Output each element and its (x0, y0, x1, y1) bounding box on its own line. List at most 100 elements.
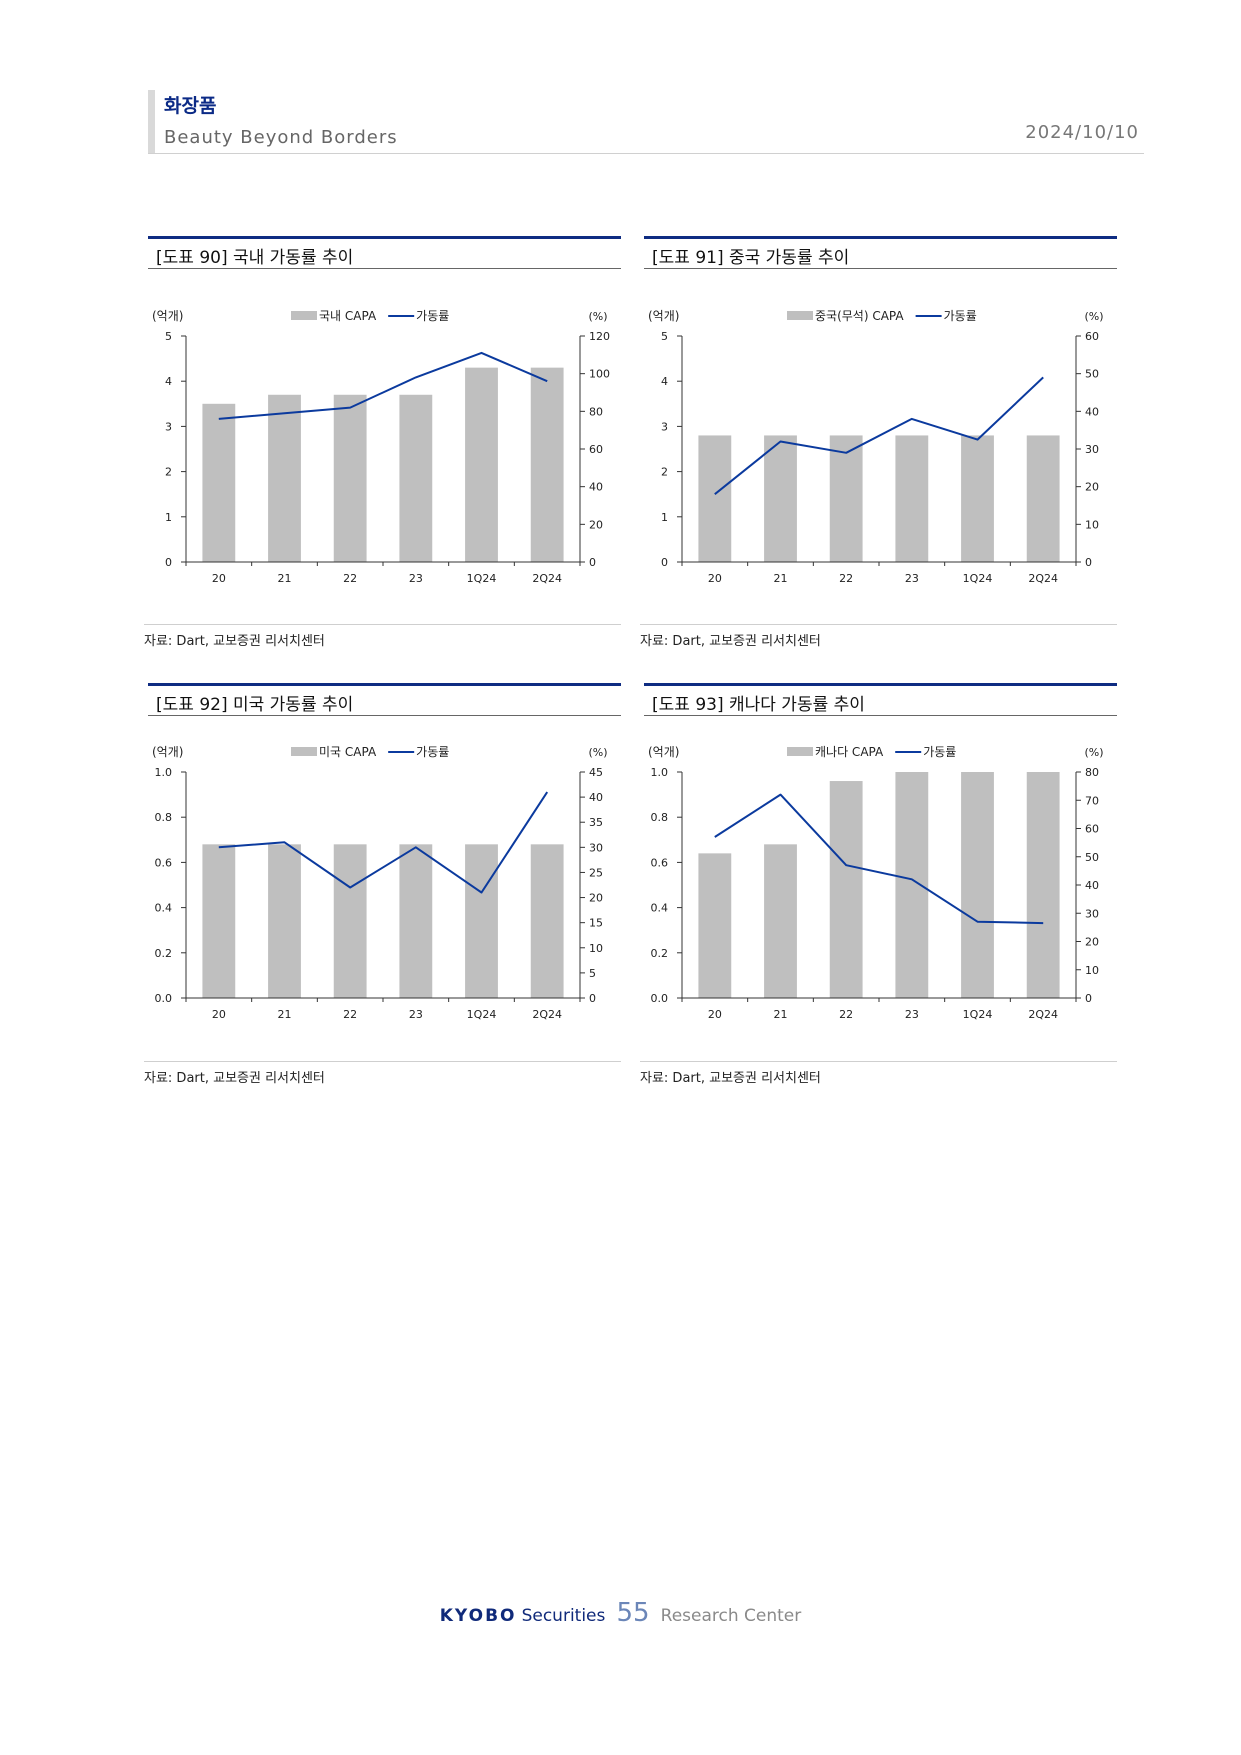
report-subtitle: Beauty Beyond Borders (164, 127, 398, 148)
capa-bar (530, 367, 564, 562)
source-rule (640, 624, 1117, 625)
left-tick-label: 5 (661, 330, 668, 343)
source-note: 자료: Dart, 교보증권 리서치센터 (144, 1071, 325, 1086)
panel-top-rule (644, 683, 1117, 686)
x-tick-label: 22 (343, 1008, 357, 1021)
capa-bar (202, 403, 236, 562)
x-tick-label: 20 (708, 1008, 722, 1021)
page-footer: KYOBO Securities 55 Research Center (0, 1598, 1241, 1628)
x-tick-label: 23 (409, 1008, 423, 1021)
left-tick-label: 2 (661, 466, 668, 479)
capa-bar (465, 367, 498, 562)
capa-bar (1026, 435, 1060, 562)
right-tick-label: 30 (1085, 907, 1099, 920)
source-note: 자료: Dart, 교보증권 리서치센터 (640, 1071, 821, 1086)
right-axis-unit: (%) (588, 310, 607, 323)
source-rule (640, 1061, 1117, 1062)
right-tick-label: 60 (589, 443, 603, 456)
x-tick-label: 21 (774, 1008, 788, 1021)
capa-bar (268, 844, 301, 998)
source-rule (144, 624, 621, 625)
panel-top-rule (644, 236, 1117, 239)
x-tick-label: 1Q24 (963, 572, 993, 585)
panel-top-rule (148, 236, 621, 239)
report-date: 2024/10/10 (1025, 122, 1139, 143)
utilization-line (218, 351, 548, 420)
left-tick-label: 2 (165, 466, 172, 479)
capa-bar (764, 844, 797, 998)
right-tick-label: 40 (1085, 405, 1099, 418)
capa-bar (333, 394, 367, 562)
legend-line-label: 가동률 (416, 309, 449, 323)
right-tick-label: 80 (589, 405, 603, 418)
capa-bar (895, 435, 929, 562)
capa-bar (961, 772, 994, 998)
capa-bar (829, 435, 863, 562)
left-tick-label: 4 (661, 375, 668, 388)
x-tick-label: 20 (708, 572, 722, 585)
legend-bar-label: 캐나다 CAPA (815, 745, 884, 759)
panel-top-rule (148, 683, 621, 686)
right-tick-label: 20 (1085, 936, 1099, 949)
legend-bar-swatch (291, 747, 317, 756)
legend-bar-swatch (291, 311, 317, 320)
right-tick-label: 45 (589, 766, 603, 779)
capa-bar (698, 853, 732, 998)
x-tick-label: 21 (278, 1008, 292, 1021)
utilization-line (714, 376, 1044, 495)
utilization-line (714, 793, 1044, 925)
left-tick-label: 1 (661, 511, 668, 524)
legend-bar-swatch (787, 311, 813, 320)
legend-line-label: 가동률 (923, 745, 956, 759)
x-tick-label: 20 (212, 572, 226, 585)
chart-domestic-utilization: 국내 CAPA 가동률(억개) (%)01234502040608010012020… (152, 309, 610, 585)
right-axis-unit: (%) (588, 746, 607, 759)
footer-research-center: Research Center (660, 1606, 802, 1626)
x-tick-label: 2Q24 (532, 572, 562, 585)
header-divider (148, 153, 1144, 154)
left-tick-label: 1 (165, 511, 172, 524)
x-tick-label: 1Q24 (467, 572, 497, 585)
panel-title: [도표 90] 국내 가동률 추이 (156, 248, 354, 268)
left-axis-unit: (억개) (152, 745, 183, 759)
source-rule (144, 1061, 621, 1062)
left-tick-label: 3 (661, 420, 668, 433)
left-axis-unit: (억개) (152, 309, 183, 323)
right-tick-label: 100 (589, 368, 610, 381)
left-tick-label: 0.4 (155, 902, 173, 915)
right-tick-label: 10 (1085, 964, 1099, 977)
left-axis-unit: (억개) (648, 309, 679, 323)
right-tick-label: 15 (589, 917, 603, 930)
capa-bar (268, 394, 301, 562)
x-tick-label: 22 (839, 572, 853, 585)
left-tick-label: 1.0 (651, 766, 669, 779)
x-tick-label: 23 (409, 572, 423, 585)
legend-bar-label: 미국 CAPA (319, 745, 377, 759)
x-tick-label: 21 (774, 572, 788, 585)
right-tick-label: 80 (1085, 766, 1099, 779)
source-note: 자료: Dart, 교보증권 리서치센터 (640, 634, 821, 649)
panel-title-rule (644, 715, 1117, 716)
left-tick-label: 0.2 (155, 947, 173, 960)
x-tick-label: 22 (839, 1008, 853, 1021)
left-tick-label: 0 (661, 556, 668, 569)
header-accent-bar (148, 90, 155, 153)
panel-domestic: [도표 90] 국내 가동률 추이 국내 CAPA 가동률 (억개) (%) 0 1 2 3 4… (144, 236, 621, 666)
right-tick-label: 60 (1085, 823, 1099, 836)
right-tick-label: 25 (589, 866, 603, 879)
chart-canada-utilization: 캐나다 CAPA 가동률 (억개) (%) 0.0 0.2 0.4 0.6 0.8 1.0 0 10 2… (648, 745, 1104, 1021)
capa-bar (895, 772, 929, 998)
left-tick-label: 4 (165, 375, 172, 388)
left-tick-label: 0.6 (651, 856, 669, 869)
x-tick-label: 22 (343, 572, 357, 585)
right-tick-label: 50 (1085, 851, 1099, 864)
legend-bar-swatch (787, 747, 813, 756)
capa-bar (202, 844, 236, 998)
x-tick-label: 2Q24 (532, 1008, 562, 1021)
right-tick-label: 30 (589, 841, 603, 854)
panel-title: [도표 93] 캐나다 가동률 추이 (652, 695, 865, 715)
right-tick-label: 20 (589, 892, 603, 905)
x-tick-label: 20 (212, 1008, 226, 1021)
left-tick-label: 3 (165, 420, 172, 433)
capa-bar (1026, 772, 1060, 998)
